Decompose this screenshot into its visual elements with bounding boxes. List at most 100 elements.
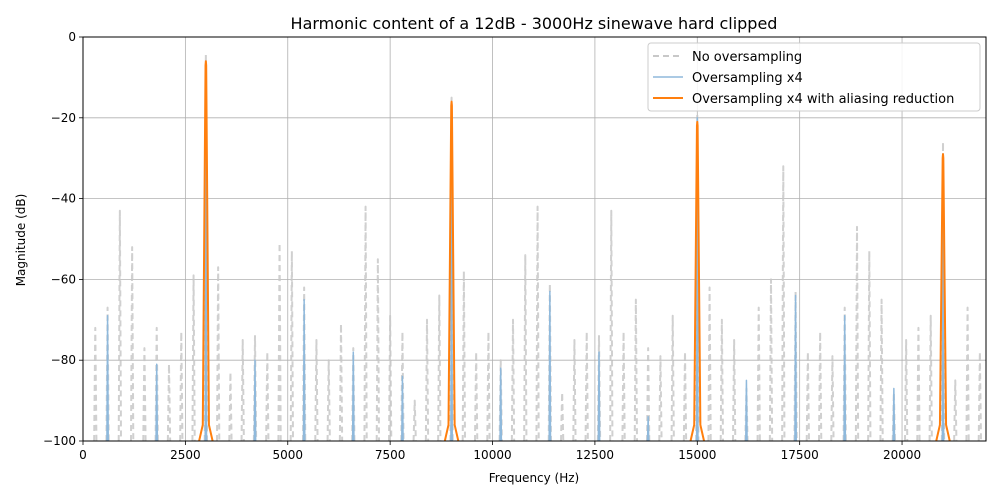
series-1-peak <box>215 266 221 442</box>
series-1-peak <box>277 242 282 442</box>
series-2-peak <box>745 379 748 442</box>
series-1-peak <box>830 355 835 442</box>
series-1-peak <box>670 314 675 442</box>
x-tick-label: 15000 <box>678 448 716 462</box>
series-1-peak <box>461 270 467 442</box>
x-tick-label: 17500 <box>781 448 819 462</box>
series-2-peak <box>253 359 257 442</box>
series-3-peak <box>935 153 951 442</box>
series-1-peak <box>154 326 159 442</box>
series-1-peak <box>314 339 319 442</box>
series-1-peak <box>621 330 626 442</box>
series-2-peak <box>302 298 306 442</box>
series-2-peak <box>843 315 847 442</box>
series-1-peak <box>142 347 147 442</box>
series-1-peak <box>93 326 98 442</box>
legend: No oversampling Oversampling x4 Oversamp… <box>647 42 981 112</box>
series-1-peak <box>129 246 135 442</box>
series-1-peak <box>633 298 639 442</box>
series-1-peak <box>928 314 933 442</box>
x-axis-label: Frequency (Hz) <box>489 471 580 485</box>
series-1-peak <box>572 339 577 442</box>
series-1-peak <box>179 330 184 442</box>
legend-label-no-oversampling: No oversampling <box>692 50 802 65</box>
series-1-peak <box>682 351 688 442</box>
y-tick-label: 0 <box>68 30 76 44</box>
series-1-peak <box>289 250 295 442</box>
series-2-peak <box>646 416 650 442</box>
series-2-peak <box>351 351 355 442</box>
series-1-peak <box>953 379 958 442</box>
y-tick-label: −100 <box>43 434 76 448</box>
series-1-peak <box>879 298 884 442</box>
y-tick-label: −20 <box>51 111 76 125</box>
series-1-peak <box>117 209 123 442</box>
series-1-peak <box>228 371 233 442</box>
x-tick-label: 12500 <box>576 448 614 462</box>
series-1-peak <box>707 286 712 442</box>
series-1-peak <box>166 363 172 442</box>
series-2-peak <box>499 367 503 442</box>
x-tick-label: 10000 <box>473 448 511 462</box>
legend-label-oversampling-x4: Oversampling x4 <box>692 71 803 86</box>
y-axis-label: Magnitude (dB) <box>14 194 28 287</box>
chart-title: Harmonic content of a 12dB - 3000Hz sine… <box>291 14 778 33</box>
series-1-peak <box>191 274 196 442</box>
series-1-peak <box>768 278 774 442</box>
series-2-peak <box>548 290 552 442</box>
series-1-peak <box>903 339 909 442</box>
plot-frame <box>82 36 987 442</box>
legend-label-oversampling-x4-aliasing-reduction: Oversampling x4 with aliasing reduction <box>692 92 954 107</box>
x-tick-label: 20000 <box>883 448 921 462</box>
x-tick-label: 2500 <box>170 448 201 462</box>
series-1-peak <box>523 254 528 442</box>
series-3-peak <box>198 60 214 442</box>
series-1-peak <box>781 165 786 442</box>
series-1-peak <box>977 351 983 442</box>
axis-ticks: 0 2500 5000 7500 10000 12500 15000 17500 200000−… <box>43 30 921 462</box>
series-2-peak <box>155 363 159 442</box>
series-1-peak <box>363 205 368 442</box>
series-2-peak <box>695 117 699 442</box>
series-1-peak <box>719 318 725 442</box>
series-1-peak <box>473 351 479 442</box>
series-2-peak <box>401 375 404 442</box>
series-2-peak <box>794 294 797 442</box>
series-1-peak <box>338 322 344 442</box>
series-2-peak <box>892 387 896 442</box>
series-1-peak <box>805 351 811 442</box>
series-3 <box>198 60 951 442</box>
series-1-peak <box>731 339 737 442</box>
series-1-peak <box>584 330 589 442</box>
series-1-peak <box>265 351 270 442</box>
series-1-peak <box>424 318 430 442</box>
series-1-peak <box>412 399 417 442</box>
series-3-peak <box>443 100 460 442</box>
x-tick-label: 7500 <box>375 448 406 462</box>
x-tick-label: 5000 <box>272 448 303 462</box>
series-1-peak <box>240 339 245 442</box>
series-1-peak <box>437 294 442 442</box>
series-1-peak <box>854 225 860 442</box>
series-1-peak <box>326 359 331 442</box>
series-3-peak <box>689 120 706 442</box>
series-1-peak <box>645 347 651 442</box>
y-tick-label: −80 <box>51 353 76 367</box>
series-1-peak <box>387 314 393 442</box>
y-tick-label: −40 <box>51 192 76 206</box>
series-1-peak <box>535 205 540 442</box>
series-1-peak <box>486 330 491 442</box>
series-1-peak <box>559 391 565 442</box>
series-1-peak <box>867 250 872 442</box>
series-2-peak <box>597 351 601 442</box>
series-1-peak <box>609 209 614 442</box>
y-tick-label: −60 <box>51 272 76 286</box>
legend-box <box>647 42 981 112</box>
series-1-peak <box>658 355 663 442</box>
x-tick-label: 0 <box>79 448 87 462</box>
series-2-peak <box>106 315 109 442</box>
series-1-peak <box>510 318 516 442</box>
series-1-peak <box>916 326 921 442</box>
series-1-peak <box>756 306 761 442</box>
